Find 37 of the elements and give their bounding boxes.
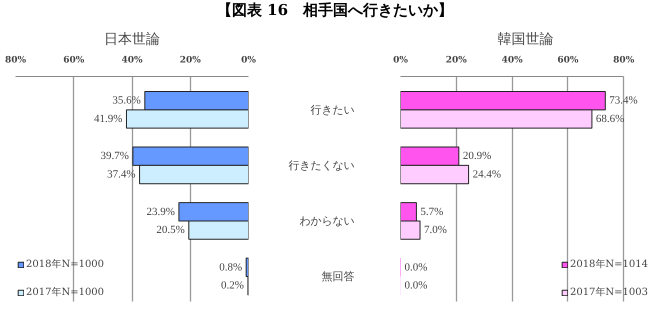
data-label: 0.0% xyxy=(404,261,428,274)
data-label: 0.0% xyxy=(404,280,428,292)
x-tick-label: 40% xyxy=(121,56,143,66)
data-label: 7.0% xyxy=(424,224,447,236)
x-tick-label: 0% xyxy=(393,56,408,66)
x-tick-label: 60% xyxy=(63,56,85,66)
data-label: 5.7% xyxy=(420,206,444,218)
y-tick-label: 行きたくない xyxy=(288,158,354,172)
x-tick-label: 0% xyxy=(241,56,256,66)
legend-label: 2018年N=1014 xyxy=(570,258,648,271)
legend-label: 2017年N=1003 xyxy=(570,286,648,299)
data-label: 41.9% xyxy=(94,113,122,125)
data-label: 0.8% xyxy=(219,261,242,274)
data-label: 0.2% xyxy=(221,280,244,292)
data-label: 37.4% xyxy=(107,168,136,181)
data-label: 20.9% xyxy=(462,150,492,162)
x-tick-label: 80% xyxy=(4,56,26,66)
chart-title: 日本世論 xyxy=(104,32,160,48)
data-label: 23.9% xyxy=(146,206,175,218)
data-label: 20.5% xyxy=(156,224,185,236)
data-label: 24.4% xyxy=(472,168,501,181)
x-tick-label: 20% xyxy=(180,56,202,66)
y-tick-label: わからない xyxy=(300,214,354,228)
legend-label: 2018年N=1000 xyxy=(26,258,104,271)
data-label: 68.6% xyxy=(596,113,624,125)
text: 【図表 16 相手国へ行きたいか】 xyxy=(216,0,454,21)
x-tick-label: 20% xyxy=(446,56,468,66)
y-tick-label: 無回答 xyxy=(322,270,354,283)
y-tick-label: 行きたい xyxy=(310,103,354,116)
chart-title: 韓国世論 xyxy=(498,32,554,48)
x-tick-label: 40% xyxy=(502,56,524,66)
data-label: 73.4% xyxy=(609,94,638,107)
data-label: 35.6% xyxy=(112,94,141,107)
data-label: 39.7% xyxy=(100,150,129,162)
x-tick-label: 60% xyxy=(557,56,579,66)
x-tick-label: 80% xyxy=(613,56,635,66)
legend-label: 2017年N=1000 xyxy=(26,286,104,299)
